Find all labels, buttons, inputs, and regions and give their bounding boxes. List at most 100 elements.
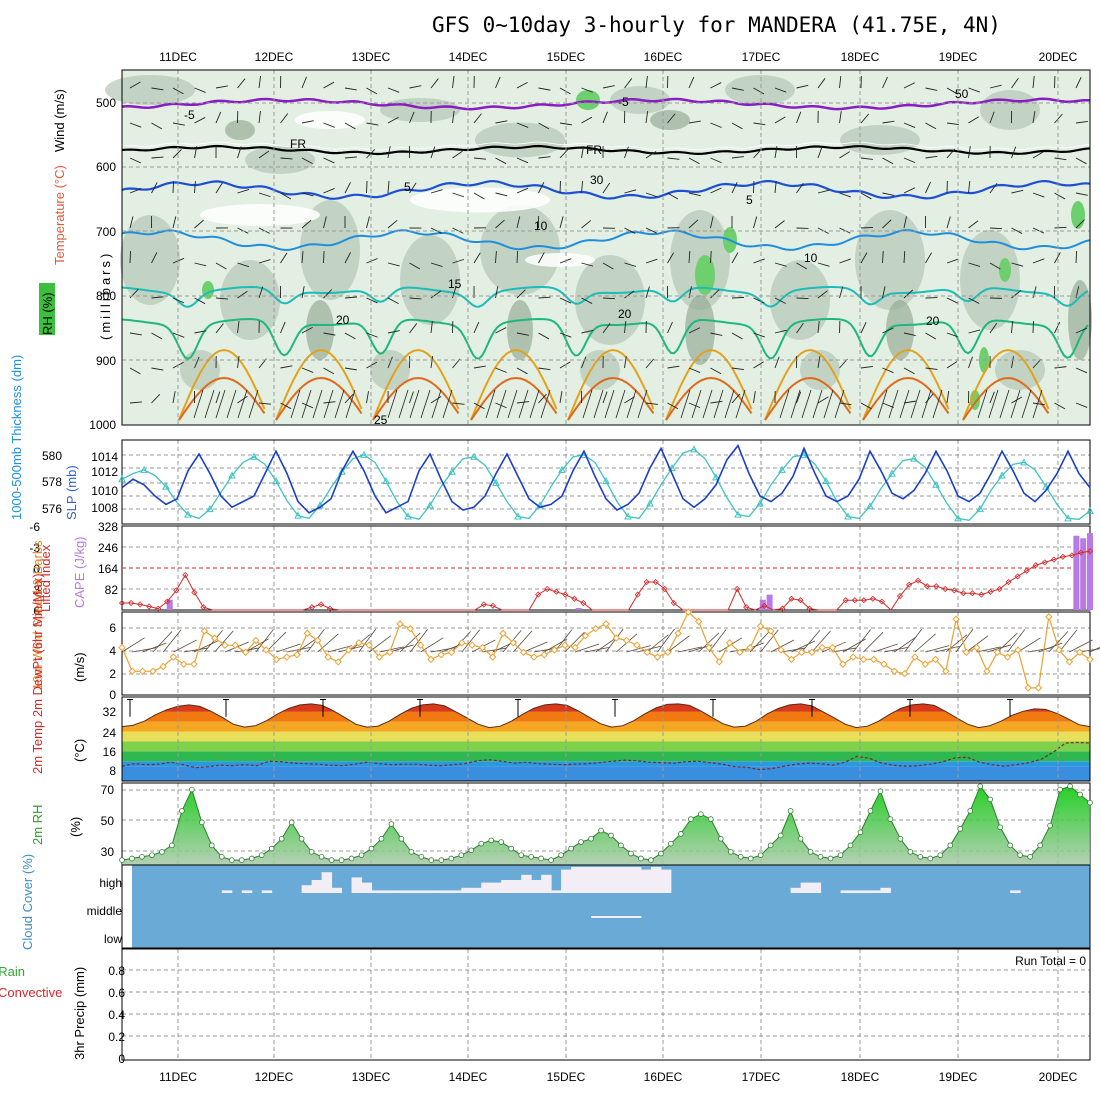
- wind-barb: [344, 87, 357, 91]
- cloud-high-bar: [261, 890, 273, 893]
- rh-marker: [368, 845, 375, 852]
- wind-barb: [366, 332, 378, 338]
- thickness-axis-label: 1000-500mb Thickness (dm): [9, 355, 24, 520]
- rh-marker: [129, 855, 135, 862]
- wind-barb: [626, 645, 651, 653]
- rh-marker: [288, 819, 295, 826]
- wind-speed-marker: [870, 655, 878, 664]
- rh-marker: [877, 788, 884, 794]
- wind-barb: [172, 391, 176, 404]
- contour-labels: -5 FR 5 10 15 20 25 50 30 -5 FR 5 10 20 …: [184, 87, 969, 427]
- wind-speed-marker: [808, 648, 816, 657]
- wind-speed-marker: [169, 653, 178, 661]
- wind-barb: [430, 262, 443, 267]
- rh-marker: [1027, 853, 1033, 860]
- wind-barb: [366, 297, 378, 304]
- lifted-index-marker: [1023, 567, 1030, 574]
- rh-marker: [648, 857, 654, 863]
- wind-speed-marker: [849, 653, 857, 661]
- lifted-index-marker: [924, 583, 931, 590]
- temp-tick: 32: [103, 705, 117, 719]
- wind-barb: [645, 402, 658, 405]
- upper-air-contours: [105, 69, 1092, 426]
- wind-barb: [1011, 396, 1023, 404]
- wind-barb: [753, 258, 765, 264]
- wind-barb: [215, 111, 222, 124]
- wind-barb: [925, 122, 937, 130]
- lifted-index-marker: [734, 585, 741, 593]
- cloud-high-bar: [521, 874, 532, 893]
- wind-speed-marker: [180, 660, 188, 668]
- wind-barb: [129, 401, 142, 404]
- wind-barb: [645, 76, 648, 89]
- rh-marker: [428, 857, 435, 863]
- cloud-high-bar: [800, 882, 812, 893]
- wind-barb: [142, 642, 167, 653]
- cloud-high-bar: [620, 867, 632, 893]
- rh-marker: [159, 849, 165, 855]
- lifted-index-marker: [806, 605, 813, 612]
- temp-tick: 24: [103, 726, 117, 740]
- cloud-middle-bar: [591, 916, 602, 918]
- wind-barb: [1011, 321, 1014, 334]
- wind-speed-marker: [1075, 648, 1084, 657]
- lifted-index-marker: [942, 585, 949, 593]
- wind-barb: [731, 156, 744, 159]
- cloud-high-bar: [471, 887, 482, 893]
- rh-marker: [747, 855, 754, 862]
- wind-barb: [366, 87, 378, 95]
- rh-marker: [408, 849, 415, 855]
- slp-marker: [976, 505, 984, 513]
- date-label-top: 15DEC: [547, 50, 586, 64]
- rh-marker: [298, 835, 305, 842]
- wind-barb: [559, 361, 571, 369]
- slp-marker: [646, 499, 654, 507]
- slp-marker: [734, 510, 742, 518]
- date-label-bottom: 16DEC: [644, 1070, 683, 1084]
- wind-barb: [645, 286, 650, 299]
- contour-label: 5: [746, 193, 753, 207]
- wind-barb: [280, 157, 293, 160]
- wind-barb: [473, 113, 482, 124]
- wind-barb: [366, 149, 376, 159]
- cape-axis-label: CAPE (J/kg): [72, 536, 87, 608]
- wind-barb: [430, 189, 443, 194]
- wind-speed-marker: [375, 653, 384, 661]
- wind-barb: [796, 84, 809, 89]
- rh-marker: [727, 849, 734, 855]
- rh-marker: [927, 855, 934, 862]
- temp-tick: 8: [109, 764, 116, 778]
- wind-barb: [989, 227, 1003, 230]
- date-label-bottom: 19DEC: [939, 1070, 978, 1084]
- cloud-high-bar: [660, 869, 672, 893]
- rh-shading: [960, 230, 1020, 330]
- contour-label: 10: [534, 219, 548, 233]
- wind-barb: [925, 393, 934, 404]
- wind-barb: [366, 216, 370, 229]
- wind-barb: [903, 122, 916, 129]
- lifted-index-marker: [1050, 556, 1057, 563]
- lifted-index-axis-label: Lifted Index: [38, 544, 53, 612]
- rh-marker: [578, 839, 584, 845]
- wind-barb: [903, 332, 916, 337]
- rh-marker: [1007, 842, 1013, 849]
- wind-barb: [935, 645, 960, 653]
- wind-speed-marker: [1003, 653, 1012, 661]
- cloud-high-bar: [541, 874, 552, 893]
- wind-barb: [624, 290, 635, 299]
- wind-barb: [495, 76, 501, 89]
- wind-barb: [194, 181, 196, 194]
- wind-barb: [1075, 367, 1088, 374]
- contour-label: 50: [955, 87, 969, 101]
- bottom-date-axis: 11DEC 12DEC 13DEC 14DEC 15DEC 16DEC 17DE…: [159, 1070, 1078, 1084]
- wind-barb: [817, 321, 820, 334]
- wind-barb: [574, 643, 600, 653]
- wind-barb: [882, 219, 892, 229]
- lifted-index-marker: [1041, 559, 1048, 566]
- wind-barb: [903, 157, 916, 164]
- wind-barb: [968, 262, 981, 267]
- lifted-index-marker: [544, 585, 551, 593]
- wind-barb: [301, 120, 314, 124]
- wind-barb: [1011, 189, 1024, 194]
- panel-frame: [121, 611, 1091, 696]
